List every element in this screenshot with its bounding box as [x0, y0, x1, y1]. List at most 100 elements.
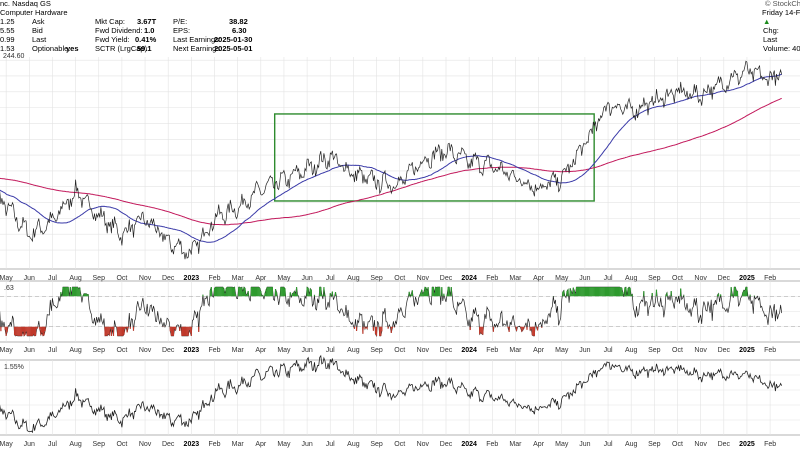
ind-month-label: 2023	[184, 441, 200, 448]
mktcap-label: Mkt Cap:	[95, 17, 126, 26]
rsi-month-label: Nov	[694, 347, 707, 354]
main-month-label: Feb	[764, 275, 776, 282]
ma-long-line	[0, 97, 782, 226]
quote-value: 5.55	[0, 26, 15, 35]
rsi-month-label: Jun	[579, 347, 590, 354]
ind-month-label: Feb	[486, 441, 498, 448]
ind-month-label: 2024	[461, 441, 477, 448]
ind-month-label: Dec	[440, 441, 453, 448]
rsi-month-label: Feb	[486, 347, 498, 354]
main-month-label: May	[0, 275, 13, 282]
ind-month-label: Sep	[93, 441, 106, 448]
ind-month-label: Apr	[255, 441, 267, 448]
main-month-label: Dec	[718, 275, 731, 282]
main-month-label: Apr	[533, 275, 545, 282]
main-month-label: 2025	[739, 275, 755, 282]
main-month-label: Sep	[93, 275, 106, 282]
optionable-label: Optionable:	[32, 44, 71, 53]
rsi-month-label: May	[0, 347, 13, 354]
up-arrow-icon: ▲	[763, 17, 771, 26]
last-price-label: Last	[763, 35, 778, 44]
rsi-month-label: Sep	[93, 347, 106, 354]
rsi-month-label: Sep	[370, 347, 383, 354]
fwd-yield-label: Fwd Yield:	[95, 35, 130, 44]
main-month-label: Jun	[24, 275, 35, 282]
x-axis: Apr Apr Apr May May May Jun Jun Jun Jul Jul Jul Aug A…	[0, 275, 776, 448]
ind-month-label: May	[555, 441, 569, 448]
ind-month-label: Nov	[139, 441, 152, 448]
ind-month-label: Oct	[116, 441, 127, 448]
main-month-label: 2023	[184, 275, 200, 282]
last-label: Last	[32, 35, 47, 44]
ind-month-label: Jun	[24, 441, 35, 448]
quote-value: 0.99	[0, 35, 15, 44]
ind-month-label: Nov	[417, 441, 430, 448]
main-month-label: Feb	[486, 275, 498, 282]
ind-month-label: Apr	[533, 441, 545, 448]
rsi-month-label: Jun	[301, 347, 312, 354]
highlight-box	[273, 113, 595, 202]
sctr-label: SCTR (LrgCap):	[95, 44, 150, 53]
rsi-month-label: Jul	[326, 347, 335, 354]
main-month-label: Jul	[326, 275, 335, 282]
main-month-label: May	[555, 275, 569, 282]
eps-label: EPS:	[173, 26, 191, 35]
ind-month-label: May	[277, 441, 291, 448]
ind-month-label: Nov	[694, 441, 707, 448]
rsi-month-label: Apr	[255, 347, 267, 354]
highlight-rectangle	[273, 113, 595, 202]
main-month-label: May	[277, 275, 291, 282]
ind-month-label: Oct	[394, 441, 405, 448]
rsi-month-label: Feb	[764, 347, 776, 354]
ind-month-label: May	[0, 441, 13, 448]
rsi-month-label: Jul	[604, 347, 613, 354]
rsi-month-label: Apr	[533, 347, 545, 354]
main-month-label: Mar	[509, 275, 522, 282]
rsi-month-label: Jun	[24, 347, 35, 354]
ind-month-label: Aug	[625, 441, 638, 448]
ind-month-label: Jul	[604, 441, 613, 448]
main-month-label: Aug	[625, 275, 638, 282]
price-scale-label: 244.60	[3, 53, 25, 60]
rsi-month-label: Sep	[648, 347, 661, 354]
rsi-month-label: Jul	[48, 347, 57, 354]
main-month-label: Mar	[232, 275, 245, 282]
rsi-month-label: May	[277, 347, 291, 354]
rsi-month-label: 2024	[461, 347, 477, 354]
ticker-name: nc. Nasdaq GS	[0, 0, 51, 8]
main-month-label: Feb	[208, 275, 220, 282]
series	[0, 60, 800, 434]
main-month-label: Jun	[579, 275, 590, 282]
main-month-label: Sep	[370, 275, 383, 282]
rsi-label: .63	[4, 285, 14, 292]
panel-labels: 244.60 .63 1.55%	[3, 53, 25, 371]
ask-label: Ask	[32, 17, 45, 26]
ind-month-label: Sep	[370, 441, 383, 448]
rsi-month-label: Nov	[139, 347, 152, 354]
fwd-dividend-label: Fwd Dividend:	[95, 26, 143, 35]
rsi-month-label: Mar	[509, 347, 522, 354]
next-earnings-label: Next Earnings:	[173, 44, 223, 53]
main-month-label: Apr	[255, 275, 267, 282]
main-month-label: Jul	[48, 275, 57, 282]
pe-label: P/E:	[173, 17, 188, 26]
ind-month-label: Feb	[208, 441, 220, 448]
rsi-month-label: Feb	[208, 347, 220, 354]
ind-month-label: 2025	[739, 441, 755, 448]
ind-month-label: Oct	[672, 441, 683, 448]
next-earnings-value: 2025-05-01	[214, 44, 253, 53]
rsi-month-label: Aug	[69, 347, 82, 354]
quote-value: 1.25	[0, 17, 15, 26]
rsi-line	[0, 286, 783, 338]
main-month-label: Nov	[694, 275, 707, 282]
ind-month-label: Aug	[347, 441, 360, 448]
ind-month-label: Dec	[162, 441, 175, 448]
rsi-month-label: Dec	[718, 347, 731, 354]
ind-month-label: Aug	[69, 441, 82, 448]
chg-label: Chg:	[763, 26, 779, 35]
main-month-label: Dec	[440, 275, 453, 282]
rsi-month-label: Oct	[394, 347, 405, 354]
main-month-label: Nov	[417, 275, 430, 282]
rsi-month-label: Nov	[417, 347, 430, 354]
